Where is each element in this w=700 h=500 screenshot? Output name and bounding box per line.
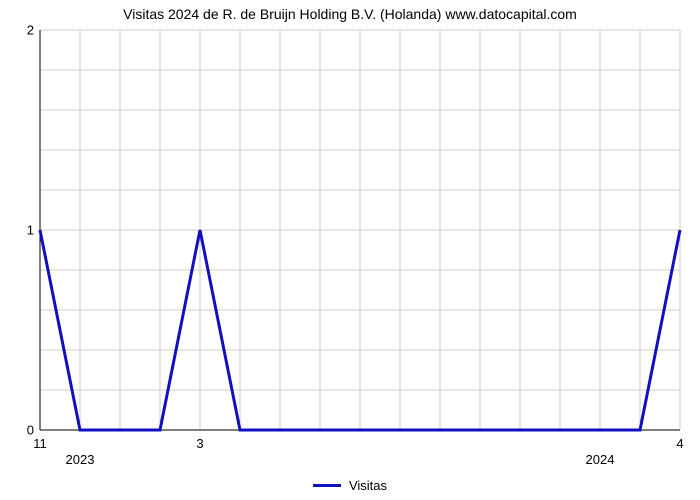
x-tick-label: 2024 — [586, 452, 615, 467]
x-tick-label: 2023 — [66, 452, 95, 467]
x-tick-label: 3 — [196, 436, 203, 451]
y-tick-label: 1 — [18, 223, 34, 238]
legend-item: Visitas — [313, 478, 387, 493]
chart-plot — [0, 0, 700, 500]
chart-container: Visitas 2024 de R. de Bruijn Holding B.V… — [0, 0, 700, 500]
legend-swatch — [313, 484, 341, 487]
legend-label: Visitas — [349, 478, 387, 493]
y-tick-label: 0 — [18, 423, 34, 438]
legend: Visitas — [0, 474, 700, 493]
x-tick-label: 4 — [676, 436, 683, 451]
y-tick-label: 2 — [18, 23, 34, 38]
x-tick-label: 11 — [33, 436, 47, 451]
